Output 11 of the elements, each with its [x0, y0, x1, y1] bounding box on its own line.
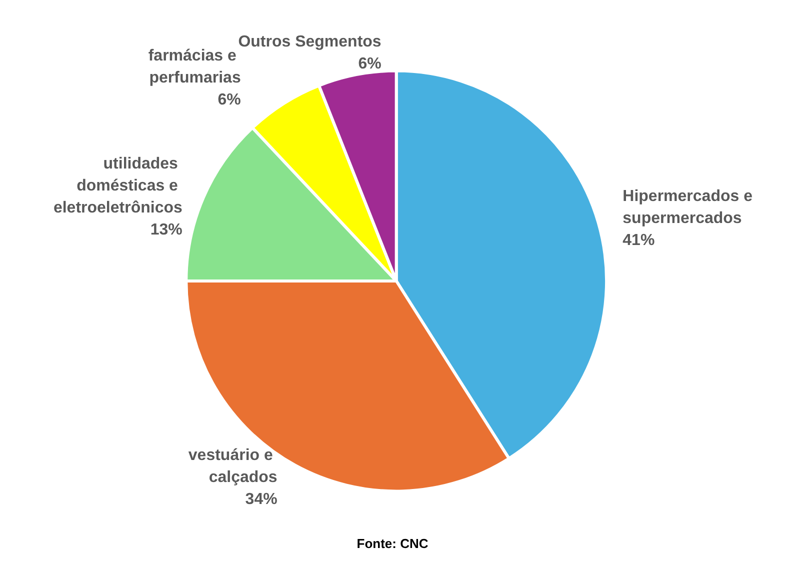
- data-label: 6%: [218, 91, 241, 108]
- data-label: 6%: [358, 55, 382, 72]
- slice-label: vestuário e calçados: [188, 446, 278, 486]
- slice-label: Hipermercados e supermercados: [622, 188, 757, 227]
- slice-label: farmácias e perfumarias: [148, 47, 241, 86]
- data-label: 41%: [622, 232, 655, 249]
- slice-label: Outros Segmentos: [238, 33, 382, 50]
- data-label: 13%: [150, 221, 182, 238]
- source-note: Fonte: CNC: [356, 536, 429, 551]
- data-label: 34%: [245, 490, 278, 508]
- slice-label: utilidades domésticas e eletroeletrônicos: [53, 155, 182, 216]
